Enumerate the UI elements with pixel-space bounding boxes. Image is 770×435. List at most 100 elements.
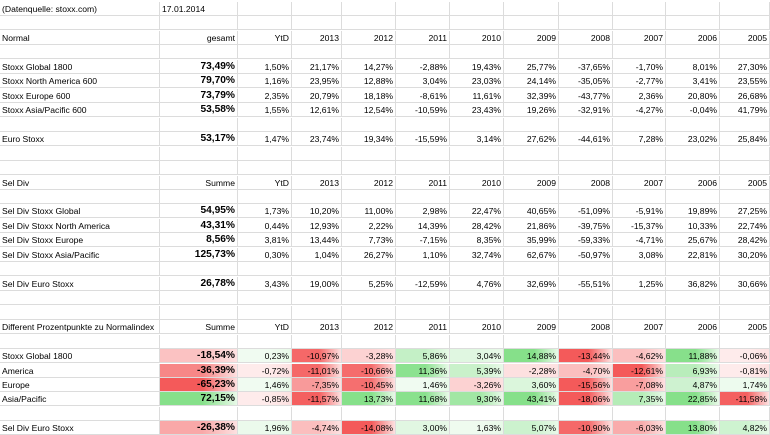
value-cell[interactable]: 23,43% [450,103,504,117]
value-cell[interactable]: 25,67% [666,233,720,247]
value-cell[interactable]: 5,25% [342,277,396,291]
value-cell[interactable]: -2,77% [613,74,666,88]
empty-cell[interactable] [613,16,666,30]
value-cell[interactable]: 1,50% [238,60,292,74]
row-label[interactable]: Euro Stoxx [0,132,160,146]
value-cell[interactable]: -0,04% [666,103,720,117]
value-cell[interactable]: 24,14% [504,74,559,88]
empty-cell[interactable] [720,190,770,204]
value-cell[interactable]: -51,09% [559,204,613,218]
value-cell[interactable]: 12,93% [292,219,342,233]
empty-cell[interactable] [292,45,342,59]
empty-cell[interactable] [292,2,342,16]
value-cell[interactable]: 3,04% [450,349,504,363]
empty-cell[interactable] [342,306,396,320]
value-cell[interactable]: 20,79% [292,89,342,103]
empty-cell[interactable] [720,306,770,320]
year-column-header[interactable]: 2013 [292,320,342,334]
empty-cell[interactable] [559,306,613,320]
year-column-header[interactable]: 2012 [342,176,396,190]
empty-cell[interactable] [238,45,292,59]
value-cell[interactable]: -2,28% [504,364,559,378]
empty-cell[interactable] [292,118,342,132]
value-cell[interactable]: 25,84% [720,132,770,146]
value-cell[interactable]: 2,22% [342,219,396,233]
value-cell[interactable]: 23,02% [666,132,720,146]
total-cell[interactable]: 79,70% [160,74,238,88]
value-cell[interactable]: 8,01% [666,60,720,74]
value-cell[interactable]: 20,80% [666,89,720,103]
empty-cell[interactable] [396,16,450,30]
empty-cell[interactable] [666,262,720,276]
value-cell[interactable]: 18,18% [342,89,396,103]
empty-cell[interactable] [666,45,720,59]
value-cell[interactable]: 1,46% [238,378,292,392]
total-cell[interactable]: 43,31% [160,219,238,233]
value-cell[interactable]: 3,81% [238,233,292,247]
value-cell[interactable]: 23,95% [292,74,342,88]
total-cell[interactable]: -26,38% [160,421,238,435]
total-cell[interactable]: 54,95% [160,204,238,218]
total-column-header[interactable]: Summe [160,320,238,334]
value-cell[interactable]: 19,43% [450,60,504,74]
year-column-header[interactable]: 2010 [450,176,504,190]
empty-cell[interactable] [450,190,504,204]
empty-cell[interactable] [342,161,396,175]
value-cell[interactable]: 3,43% [238,277,292,291]
value-cell[interactable]: 32,74% [450,248,504,262]
empty-cell[interactable] [160,291,238,305]
year-column-header[interactable]: 2008 [559,176,613,190]
empty-cell[interactable] [666,407,720,421]
value-cell[interactable]: -0,81% [720,364,770,378]
value-cell[interactable]: 12,61% [292,103,342,117]
empty-cell[interactable] [504,291,559,305]
value-cell[interactable]: 2,35% [238,89,292,103]
empty-cell[interactable] [559,2,613,16]
empty-cell[interactable] [559,147,613,161]
empty-cell[interactable] [396,407,450,421]
value-cell[interactable]: 14,88% [504,349,559,363]
empty-cell[interactable] [160,147,238,161]
total-cell[interactable]: 72,15% [160,392,238,406]
empty-cell[interactable] [666,16,720,30]
empty-cell[interactable] [160,45,238,59]
empty-cell[interactable] [450,161,504,175]
row-label[interactable]: Sel Div Stoxx North America [0,219,160,233]
empty-cell[interactable] [160,118,238,132]
value-cell[interactable]: -50,97% [559,248,613,262]
value-cell[interactable]: 30,66% [720,277,770,291]
empty-cell[interactable] [238,190,292,204]
empty-cell[interactable] [450,147,504,161]
value-cell[interactable]: 1,46% [396,378,450,392]
empty-cell[interactable] [504,335,559,349]
value-cell[interactable]: -39,75% [559,219,613,233]
empty-cell[interactable] [160,335,238,349]
empty-cell[interactable] [292,190,342,204]
value-cell[interactable]: 23,55% [720,74,770,88]
value-cell[interactable]: 19,26% [504,103,559,117]
value-cell[interactable]: -0,85% [238,392,292,406]
value-cell[interactable]: 62,67% [504,248,559,262]
empty-cell[interactable] [292,147,342,161]
value-cell[interactable]: 5,07% [504,421,559,435]
value-cell[interactable]: 12,54% [342,103,396,117]
empty-cell[interactable] [160,190,238,204]
empty-cell[interactable] [342,335,396,349]
value-cell[interactable]: 21,86% [504,219,559,233]
empty-cell[interactable] [720,2,770,16]
date-cell[interactable]: 17.01.2014 [160,2,238,16]
value-cell[interactable]: 23,74% [292,132,342,146]
value-cell[interactable]: -10,45% [342,378,396,392]
empty-cell[interactable] [450,2,504,16]
value-cell[interactable]: 7,35% [613,392,666,406]
empty-cell[interactable] [0,335,160,349]
empty-cell[interactable] [292,306,342,320]
empty-cell[interactable] [292,407,342,421]
value-cell[interactable]: 7,28% [613,132,666,146]
value-cell[interactable]: -18,06% [559,392,613,406]
year-column-header[interactable]: 2010 [450,31,504,45]
empty-cell[interactable] [504,16,559,30]
value-cell[interactable]: 26,68% [720,89,770,103]
value-cell[interactable]: -1,70% [613,60,666,74]
total-cell[interactable]: 73,49% [160,60,238,74]
